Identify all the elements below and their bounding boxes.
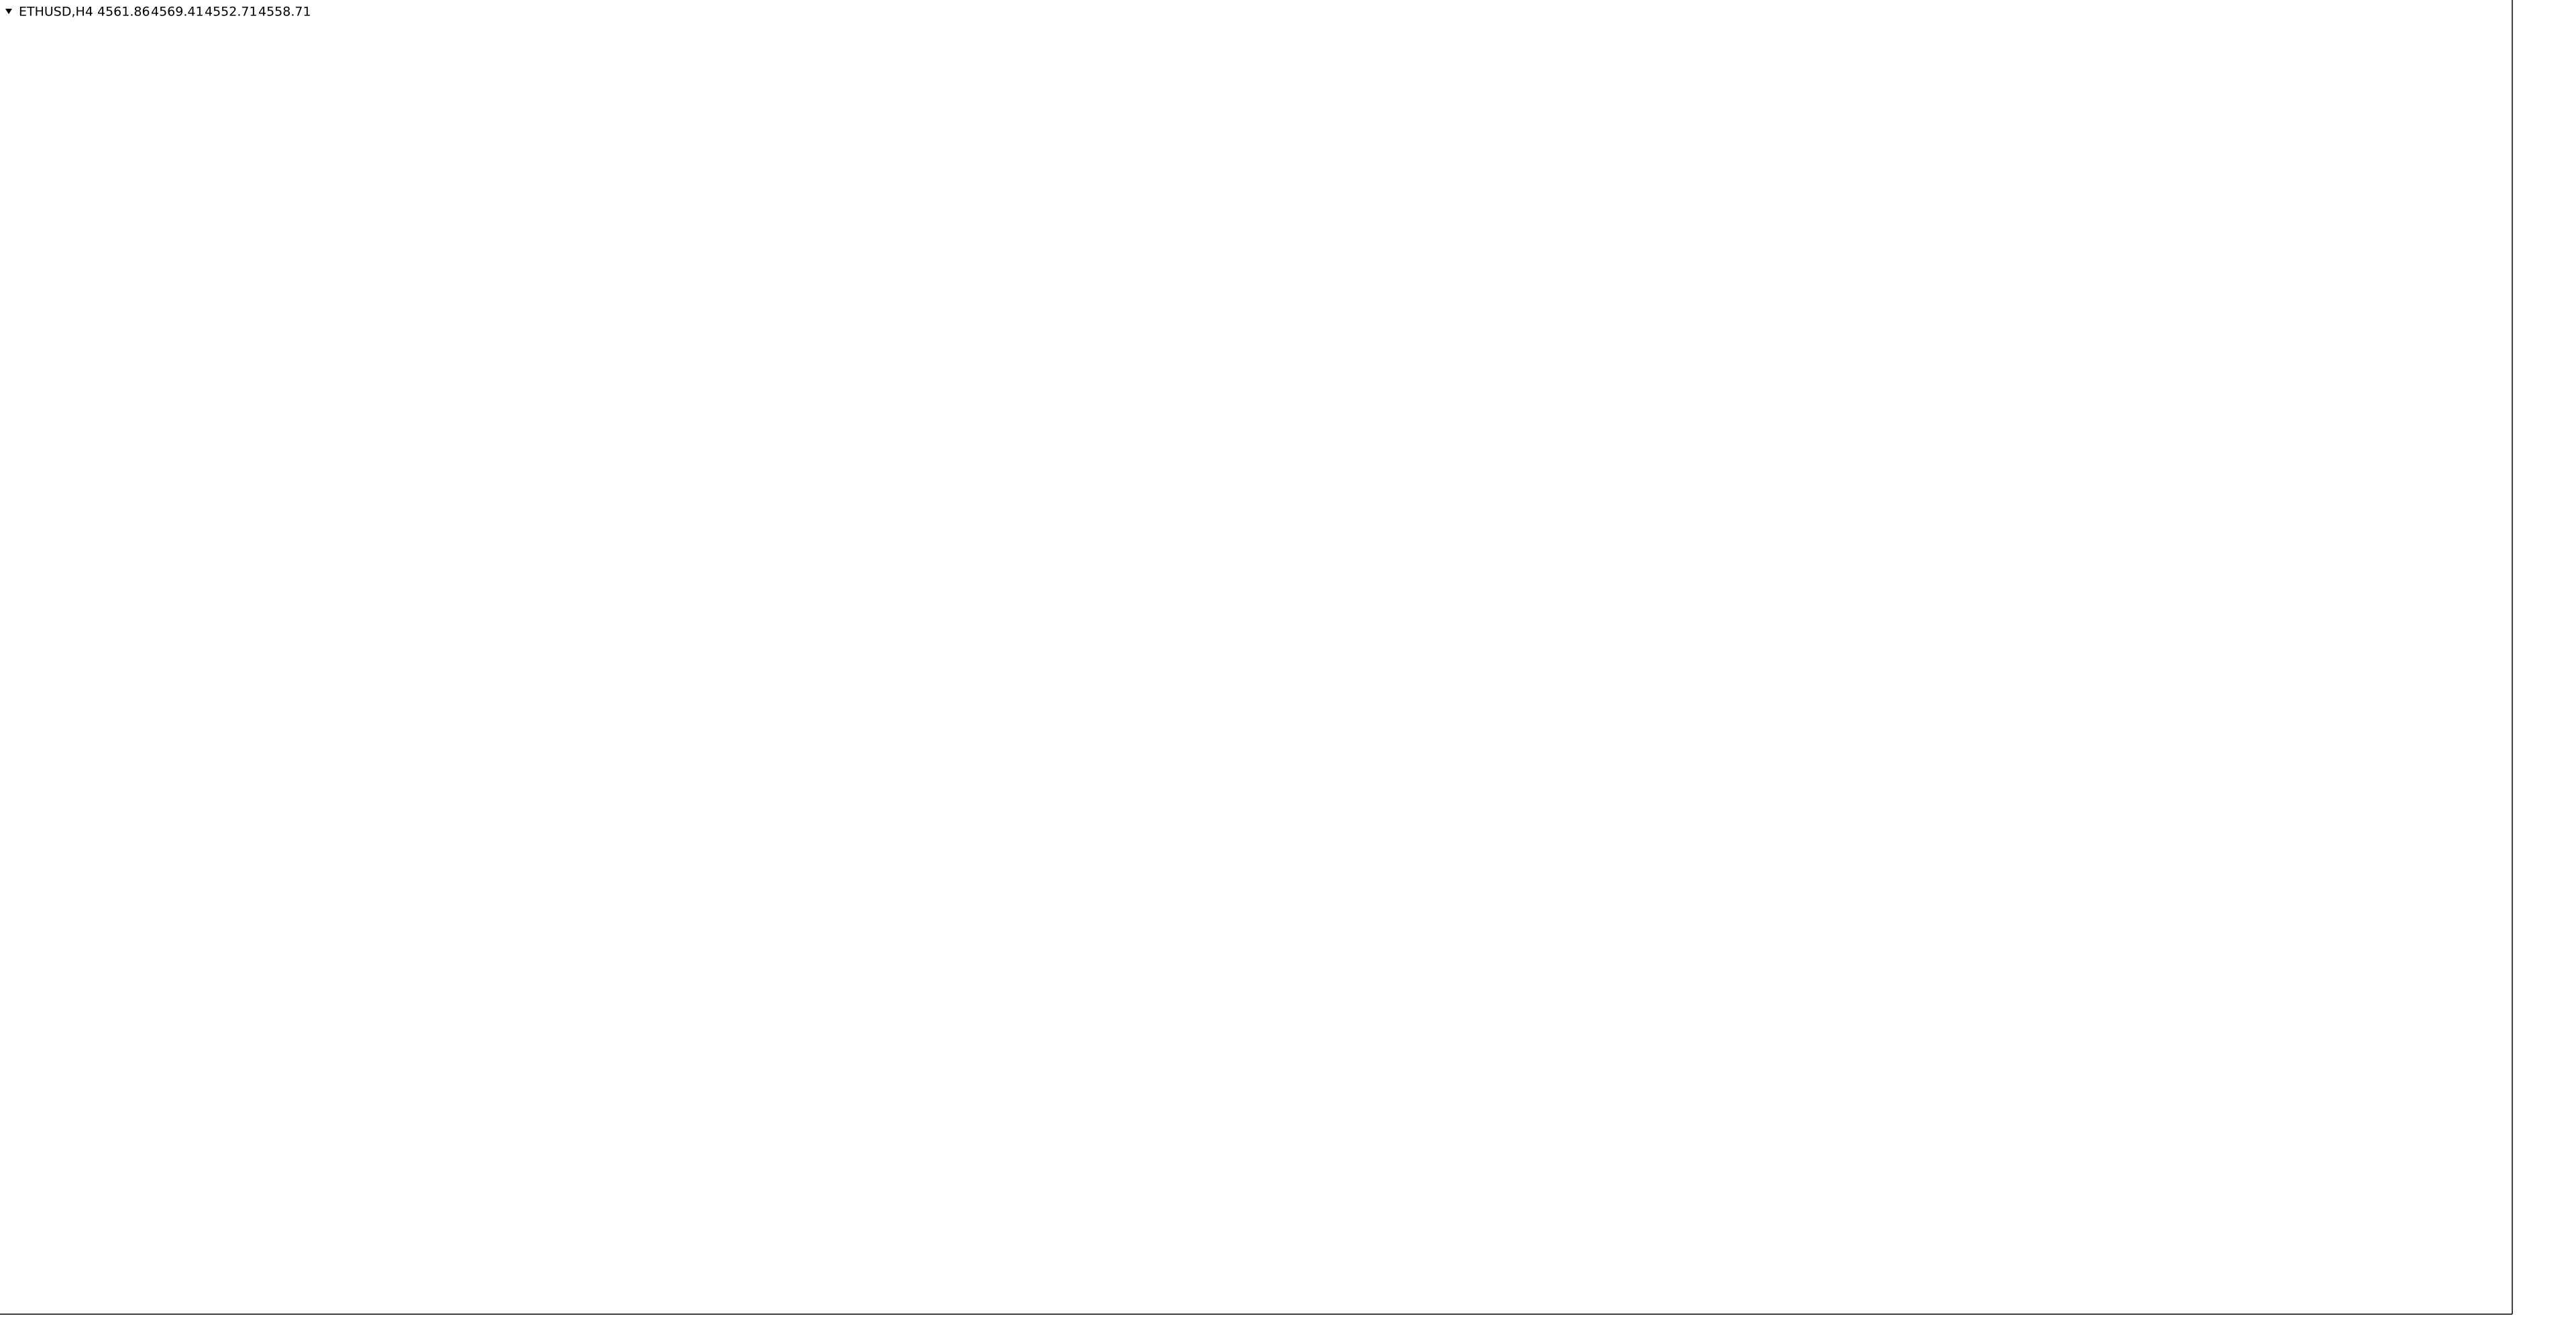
axes (0, 0, 2513, 1315)
header-close: 4558.71 (258, 5, 311, 19)
header-open: 4561.86 (97, 5, 150, 19)
header-low: 4552.71 (205, 5, 258, 19)
symbol: ETHUSD,H4 (19, 5, 93, 19)
header-high: 4569.41 (151, 5, 204, 19)
header: ETHUSD,H4 4561.86 4569.41 4552.71 4558.7… (5, 5, 311, 19)
header-arrow (5, 9, 12, 14)
